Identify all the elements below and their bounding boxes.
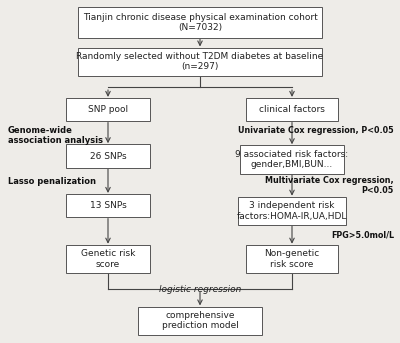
Text: Multivariate Cox regression,
P<0.05: Multivariate Cox regression, P<0.05 <box>265 176 394 195</box>
Text: 9 associated risk factors:
gender,BMI,BUN...: 9 associated risk factors: gender,BMI,BU… <box>236 150 348 169</box>
Text: Genetic risk
score: Genetic risk score <box>81 249 135 269</box>
Text: SNP pool: SNP pool <box>88 105 128 114</box>
FancyBboxPatch shape <box>66 194 150 217</box>
Text: Tianjin chronic disease physical examination cohort
(N=7032): Tianjin chronic disease physical examina… <box>83 13 317 32</box>
FancyBboxPatch shape <box>66 144 150 168</box>
FancyBboxPatch shape <box>238 197 346 225</box>
FancyBboxPatch shape <box>66 245 150 273</box>
Text: 26 SNPs: 26 SNPs <box>90 152 126 161</box>
Text: clinical factors: clinical factors <box>259 105 325 114</box>
Text: 13 SNPs: 13 SNPs <box>90 201 126 210</box>
FancyBboxPatch shape <box>240 145 344 174</box>
FancyBboxPatch shape <box>78 48 322 76</box>
Text: Non-genetic
risk score: Non-genetic risk score <box>264 249 320 269</box>
Text: Lasso penalization: Lasso penalization <box>8 177 96 186</box>
FancyBboxPatch shape <box>246 245 338 273</box>
FancyBboxPatch shape <box>246 98 338 121</box>
Text: Randomly selected without T2DM diabetes at baseline
(n=297): Randomly selected without T2DM diabetes … <box>76 52 324 71</box>
Text: logistic regression: logistic regression <box>159 285 241 294</box>
FancyBboxPatch shape <box>78 7 322 38</box>
Text: Genome-wide
association analysis: Genome-wide association analysis <box>8 126 103 145</box>
FancyBboxPatch shape <box>138 307 262 335</box>
FancyBboxPatch shape <box>66 98 150 121</box>
Text: 3 independent risk
factors:HOMA-IR,UA,HDL: 3 independent risk factors:HOMA-IR,UA,HD… <box>237 201 347 221</box>
Text: Univariate Cox regression, P<0.05: Univariate Cox regression, P<0.05 <box>238 126 394 135</box>
Text: FPG>5.0mol/L: FPG>5.0mol/L <box>331 230 394 239</box>
Text: comprehensive
prediction model: comprehensive prediction model <box>162 311 238 330</box>
